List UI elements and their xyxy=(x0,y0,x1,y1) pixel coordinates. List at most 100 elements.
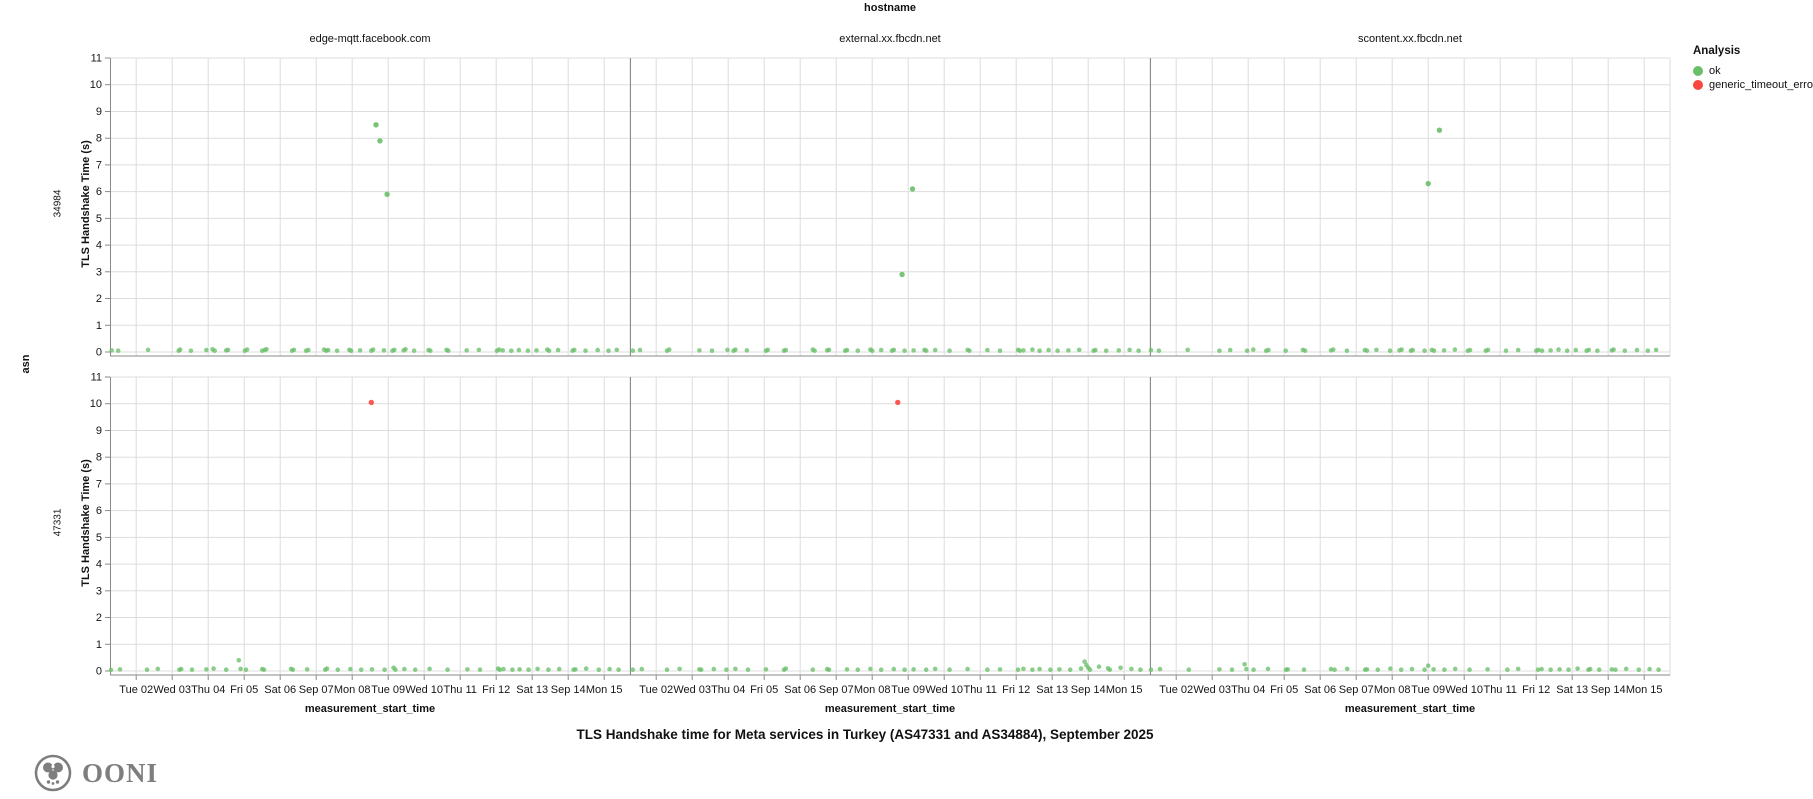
data-point[interactable] xyxy=(1656,667,1661,672)
data-point[interactable] xyxy=(348,348,354,354)
data-point[interactable] xyxy=(1422,667,1427,672)
data-point[interactable] xyxy=(614,347,620,353)
data-point[interactable] xyxy=(1467,347,1473,353)
data-point[interactable] xyxy=(108,667,114,673)
data-point[interactable] xyxy=(1030,347,1035,352)
data-point[interactable] xyxy=(1266,347,1271,353)
data-point[interactable] xyxy=(868,666,873,672)
data-point[interactable] xyxy=(1021,666,1026,672)
data-point[interactable] xyxy=(1251,347,1256,352)
data-point[interactable] xyxy=(1441,348,1447,353)
data-point[interactable] xyxy=(236,658,242,663)
data-point[interactable] xyxy=(1229,667,1235,672)
data-point[interactable] xyxy=(1452,666,1458,672)
data-point[interactable] xyxy=(965,666,970,672)
data-point[interactable] xyxy=(1096,664,1102,669)
data-point[interactable] xyxy=(534,348,539,353)
data-point[interactable] xyxy=(1344,348,1350,354)
data-point[interactable] xyxy=(381,348,387,353)
data-point[interactable] xyxy=(535,666,540,672)
data-point[interactable] xyxy=(1021,348,1026,353)
data-point[interactable] xyxy=(596,667,602,672)
data-point[interactable] xyxy=(1057,667,1062,672)
data-point[interactable] xyxy=(1539,348,1545,354)
data-point[interactable] xyxy=(382,667,387,672)
data-point[interactable] xyxy=(1066,348,1071,353)
data-point[interactable] xyxy=(546,667,551,672)
data-point[interactable] xyxy=(212,348,217,354)
data-point[interactable] xyxy=(556,666,562,672)
data-point[interactable] xyxy=(744,348,750,353)
data-point[interactable] xyxy=(546,348,552,354)
data-point[interactable] xyxy=(1344,666,1350,672)
data-point[interactable] xyxy=(155,666,161,672)
data-point[interactable] xyxy=(225,347,231,353)
data-point[interactable] xyxy=(826,347,832,353)
data-point[interactable] xyxy=(1217,667,1222,672)
outlier-point[interactable] xyxy=(373,122,379,128)
data-point[interactable] xyxy=(1328,666,1334,672)
data-point[interactable] xyxy=(115,348,121,354)
data-point[interactable] xyxy=(902,667,907,672)
data-point[interactable] xyxy=(526,667,531,672)
data-point[interactable] xyxy=(402,666,407,672)
data-point[interactable] xyxy=(1242,662,1247,667)
data-point[interactable] xyxy=(1136,348,1141,354)
data-point[interactable] xyxy=(997,667,1003,672)
data-point[interactable] xyxy=(261,667,267,672)
data-point[interactable] xyxy=(392,347,397,353)
data-point[interactable] xyxy=(1653,347,1659,353)
data-point[interactable] xyxy=(616,667,621,672)
data-point[interactable] xyxy=(264,347,269,352)
data-point[interactable] xyxy=(393,667,398,672)
data-point[interactable] xyxy=(1387,348,1393,354)
data-point[interactable] xyxy=(358,667,364,672)
data-point[interactable] xyxy=(1186,667,1192,672)
data-point[interactable] xyxy=(583,348,588,354)
data-point[interactable] xyxy=(1157,666,1163,672)
outlier-point[interactable] xyxy=(895,399,901,406)
data-point[interactable] xyxy=(1067,667,1073,672)
data-point[interactable] xyxy=(335,667,341,672)
data-point[interactable] xyxy=(1138,667,1143,672)
data-point[interactable] xyxy=(1048,667,1053,672)
outlier-point[interactable] xyxy=(909,186,916,192)
data-point[interactable] xyxy=(412,667,418,672)
outlier-point[interactable] xyxy=(899,271,905,278)
data-point[interactable] xyxy=(1055,348,1060,354)
data-point[interactable] xyxy=(1364,348,1370,354)
data-point[interactable] xyxy=(1302,348,1308,354)
data-point[interactable] xyxy=(745,667,751,672)
data-point[interactable] xyxy=(1422,348,1427,354)
data-point[interactable] xyxy=(500,348,506,353)
data-point[interactable] xyxy=(525,348,531,354)
data-point[interactable] xyxy=(428,348,433,354)
data-point[interactable] xyxy=(1622,348,1628,354)
data-point[interactable] xyxy=(1548,348,1553,353)
data-point[interactable] xyxy=(911,348,916,353)
data-point[interactable] xyxy=(1575,666,1580,671)
data-point[interactable] xyxy=(144,667,150,672)
data-point[interactable] xyxy=(1596,667,1602,672)
data-point[interactable] xyxy=(1452,347,1458,352)
data-point[interactable] xyxy=(178,666,184,672)
data-point[interactable] xyxy=(630,667,636,672)
data-point[interactable] xyxy=(1251,667,1256,672)
data-point[interactable] xyxy=(516,347,522,353)
data-point[interactable] xyxy=(985,347,990,353)
data-point[interactable] xyxy=(177,347,183,352)
data-point[interactable] xyxy=(869,348,875,354)
data-point[interactable] xyxy=(204,347,209,353)
data-point[interactable] xyxy=(1425,663,1431,668)
data-point[interactable] xyxy=(501,666,506,672)
data-point[interactable] xyxy=(1107,667,1113,672)
data-point[interactable] xyxy=(639,666,645,672)
data-point[interactable] xyxy=(1535,667,1541,672)
data-point[interactable] xyxy=(1515,666,1521,672)
data-point[interactable] xyxy=(238,666,243,672)
data-point[interactable] xyxy=(783,347,789,353)
data-point[interactable] xyxy=(1564,348,1570,354)
data-point[interactable] xyxy=(1015,667,1021,672)
data-point[interactable] xyxy=(1364,667,1370,672)
data-point[interactable] xyxy=(1118,665,1123,671)
